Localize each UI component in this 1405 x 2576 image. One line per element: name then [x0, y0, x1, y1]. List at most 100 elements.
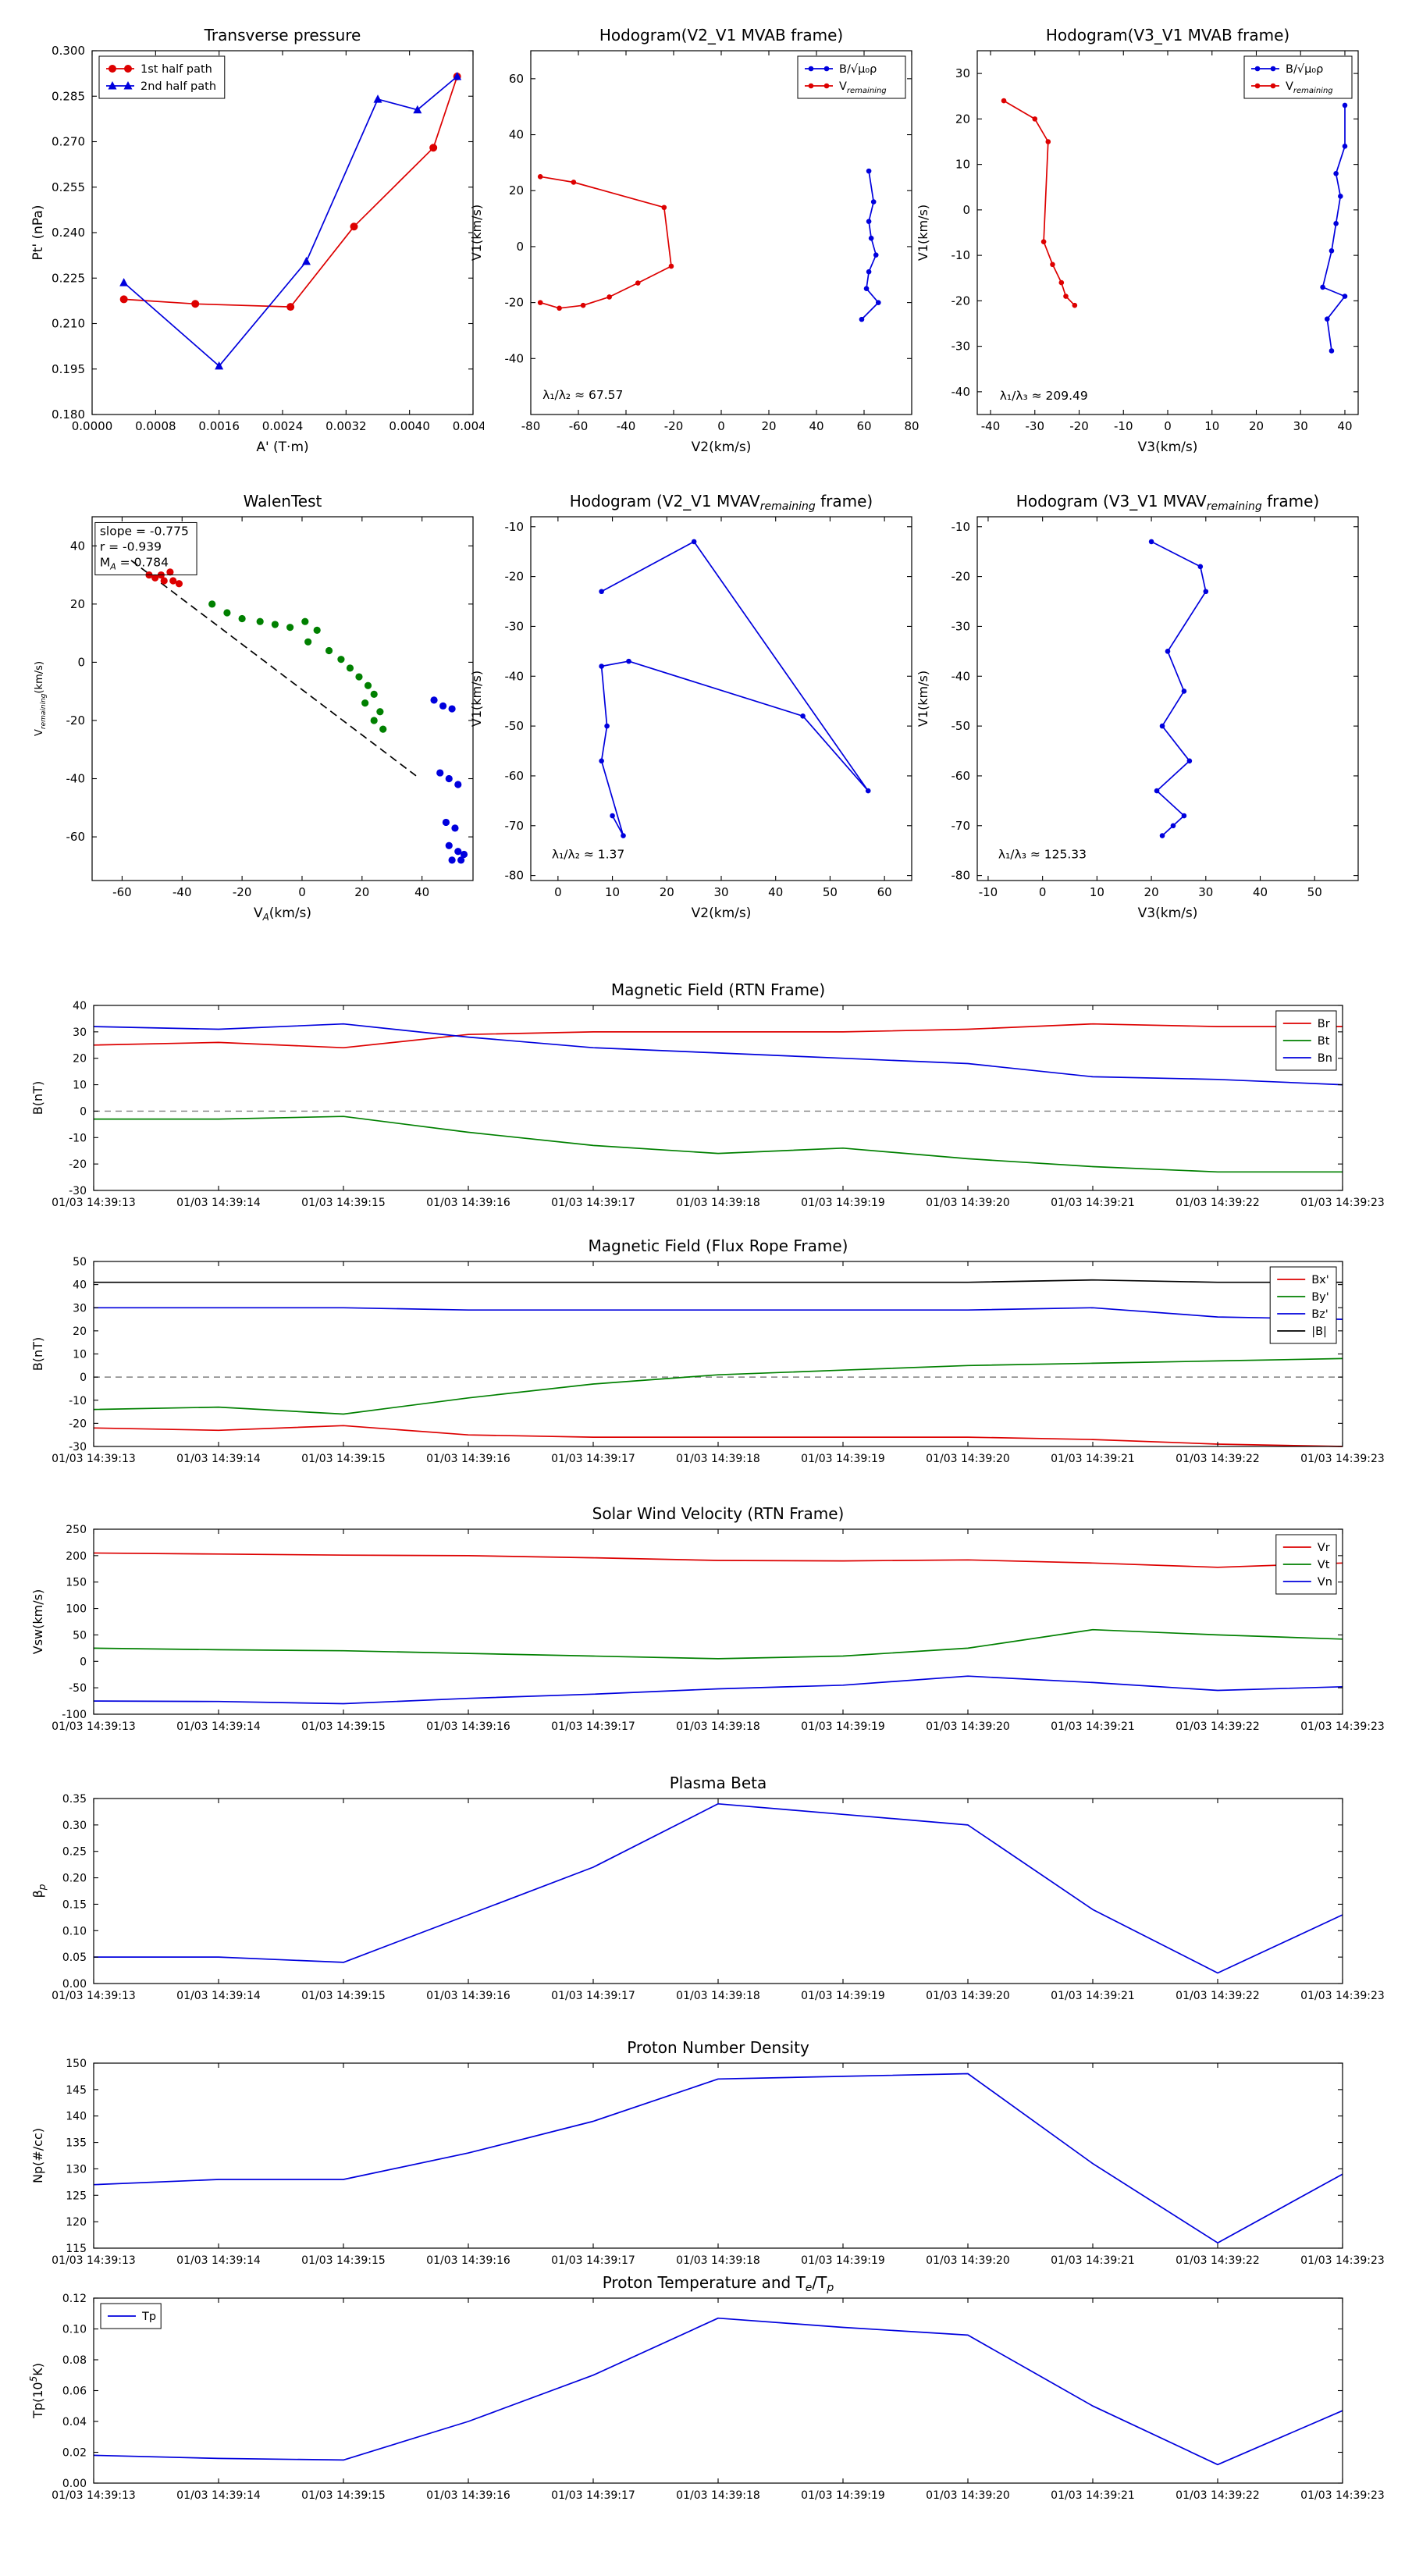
svg-text:Bt: Bt	[1318, 1035, 1330, 1048]
chart-magnetic-field-flux-rope: 01/03 14:39:13 01/03 14:39:14 01/03 14:39:…	[23, 1233, 1397, 1479]
svg-text:0: 0	[80, 1105, 87, 1118]
svg-text:0.300: 0.300	[52, 44, 85, 58]
svg-text:0.05: 0.05	[62, 1952, 87, 1964]
svg-text:MA​ = 0.784: MA​ = 0.784	[100, 555, 169, 571]
svg-text:150: 150	[66, 2058, 87, 2070]
svg-text:01/03 14:39:17: 01/03 14:39:17	[551, 2489, 635, 2502]
svg-text:Magnetic Field (RTN Frame): Magnetic Field (RTN Frame)	[611, 980, 825, 999]
svg-text:V2(km/s): V2(km/s)	[692, 439, 752, 455]
svg-text:10: 10	[955, 158, 970, 172]
svg-text:60: 60	[509, 72, 524, 86]
svg-text:250: 250	[66, 1524, 87, 1536]
svg-text:20: 20	[761, 419, 776, 433]
svg-text:0.20: 0.20	[62, 1873, 87, 1885]
svg-text:50: 50	[73, 1629, 87, 1642]
svg-text:-20: -20	[66, 713, 86, 728]
svg-text:0.210: 0.210	[52, 317, 85, 331]
svg-text:Np(#/cc): Np(#/cc)	[30, 2128, 45, 2183]
svg-text:01/03 14:39:19: 01/03 14:39:19	[801, 1720, 885, 1733]
svg-text:0.06: 0.06	[62, 2386, 87, 2398]
svg-text:01/03 14:39:16: 01/03 14:39:16	[426, 2254, 510, 2267]
chart-plasma-beta: 01/03 14:39:13 01/03 14:39:14 01/03 14:39:…	[23, 1770, 1397, 2016]
hodogram-v2v1-mvab-plot: -80 -60 -40 -20 0 20 40 60 80 -40 -20 0 20 40 60 Hodogr…	[469, 26, 919, 455]
svg-text:-40: -40	[66, 772, 86, 786]
svg-text:-10: -10	[69, 1395, 87, 1407]
svg-text:0.0048: 0.0048	[453, 419, 484, 433]
svg-text:01/03 14:39:22: 01/03 14:39:22	[1176, 1720, 1260, 1733]
chart-hodogram-v3v1-mvav: -10 0 10 20 30 40 50 -80 -70 -60 -50 -40 -30 -20 -10 Ho…	[909, 486, 1369, 930]
svg-text:-30: -30	[951, 619, 971, 633]
svg-text:0.25: 0.25	[62, 1846, 87, 1859]
svg-text:0: 0	[77, 655, 85, 669]
svg-text:01/03 14:39:23: 01/03 14:39:23	[1300, 2489, 1385, 2502]
svg-text:10: 10	[605, 885, 620, 899]
svg-text:0.04: 0.04	[62, 2416, 87, 2428]
svg-text:01/03 14:39:20: 01/03 14:39:20	[926, 1453, 1010, 1465]
svg-text:B/√μ₀ρ: B/√μ₀ρ	[839, 63, 877, 76]
svg-text:0: 0	[554, 885, 562, 899]
svg-text:Bn: Bn	[1318, 1052, 1332, 1065]
svg-text:01/03 14:39:19: 01/03 14:39:19	[801, 1197, 885, 1209]
svg-text:01/03 14:39:22: 01/03 14:39:22	[1176, 1197, 1260, 1209]
svg-text:Vr: Vr	[1318, 1542, 1330, 1554]
svg-text:-40: -40	[505, 351, 525, 365]
svg-text:-40: -40	[173, 885, 192, 899]
svg-text:01/03 14:39:19: 01/03 14:39:19	[801, 2489, 885, 2502]
svg-text:50: 50	[823, 885, 838, 899]
svg-text:-100: -100	[62, 1709, 87, 1721]
svg-text:Vsw(km/s): Vsw(km/s)	[30, 1589, 45, 1654]
svg-text:01/03 14:39:16: 01/03 14:39:16	[426, 1197, 510, 1209]
svg-text:01/03 14:39:18: 01/03 14:39:18	[676, 1197, 760, 1209]
svg-text:01/03 14:39:15: 01/03 14:39:15	[301, 1990, 386, 2002]
svg-text:0.15: 0.15	[62, 1898, 87, 1911]
svg-text:10: 10	[73, 1080, 87, 1092]
svg-text:0: 0	[1164, 419, 1172, 433]
svg-text:Transverse pressure: Transverse pressure	[204, 26, 361, 44]
svg-text:-60: -60	[66, 830, 86, 844]
svg-text:λ₁/λ₂ ≈ 1.37: λ₁/λ₂ ≈ 1.37	[552, 847, 624, 861]
svg-text:A' (T·m): A' (T·m)	[256, 439, 308, 455]
svg-text:01/03 14:39:23: 01/03 14:39:23	[1300, 1197, 1385, 1209]
svg-text:-20: -20	[505, 296, 525, 310]
svg-text:Hodogram(V2_V1 MVAB frame): Hodogram(V2_V1 MVAB frame)	[599, 26, 843, 44]
svg-text:0.0000: 0.0000	[72, 419, 113, 433]
svg-text:01/03 14:39:22: 01/03 14:39:22	[1176, 1990, 1260, 2002]
svg-text:01/03 14:39:13: 01/03 14:39:13	[52, 2489, 136, 2502]
chart-proton-number-density: 01/03 14:39:13 01/03 14:39:14 01/03 14:39:…	[23, 2035, 1397, 2281]
svg-text:01/03 14:39:16: 01/03 14:39:16	[426, 1990, 510, 2002]
svg-text:135: 135	[66, 2137, 87, 2150]
transverse-pressure-plot: 0.0000 0.0008 0.0016 0.0024 0.0032 0.0040 0.00…	[30, 26, 484, 455]
svg-text:-80: -80	[521, 419, 541, 433]
svg-text:V1(km/s): V1(km/s)	[469, 671, 484, 727]
chart-hodogram-v2v1-mvav: 0 10 20 30 40 50 60 -80 -70 -60 -50 -40 -30 -20 -10 Hod…	[462, 486, 923, 930]
svg-text:0.02: 0.02	[62, 2447, 87, 2460]
svg-text:-10: -10	[505, 520, 525, 534]
svg-text:-60: -60	[951, 769, 971, 783]
svg-text:125: 125	[66, 2190, 87, 2202]
svg-text:0: 0	[516, 240, 524, 254]
svg-text:130: 130	[66, 2163, 87, 2176]
svg-text:20: 20	[955, 112, 970, 126]
chart-proton-temperature: 01/03 14:39:13 01/03 14:39:14 01/03 14:39:…	[23, 2270, 1397, 2516]
svg-text:Proton Number Density: Proton Number Density	[627, 2038, 809, 2057]
svg-text:-20: -20	[951, 570, 971, 584]
svg-text:-60: -60	[505, 769, 525, 783]
svg-text:01/03 14:39:15: 01/03 14:39:15	[301, 1720, 386, 1733]
svg-text:01/03 14:39:20: 01/03 14:39:20	[926, 1197, 1010, 1209]
svg-text:-40: -40	[951, 385, 971, 399]
svg-text:01/03 14:39:21: 01/03 14:39:21	[1051, 1197, 1135, 1209]
svg-text:01/03 14:39:19: 01/03 14:39:19	[801, 2254, 885, 2267]
svg-text:-60: -60	[112, 885, 132, 899]
svg-text:-70: -70	[951, 819, 971, 833]
svg-text:-10: -10	[951, 248, 971, 262]
svg-text:0: 0	[298, 885, 306, 899]
svg-text:0: 0	[80, 1656, 87, 1668]
svg-text:V1(km/s): V1(km/s)	[916, 671, 930, 727]
svg-text:40: 40	[414, 885, 429, 899]
svg-text:01/03 14:39:23: 01/03 14:39:23	[1300, 1453, 1385, 1465]
svg-text:-30: -30	[951, 340, 971, 354]
svg-text:-20: -20	[505, 570, 525, 584]
svg-text:-20: -20	[233, 885, 252, 899]
svg-text:10: 10	[1204, 419, 1219, 433]
